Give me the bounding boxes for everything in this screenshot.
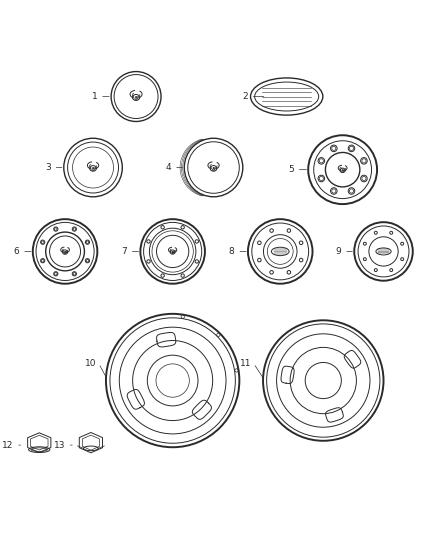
Text: 3: 3 bbox=[45, 163, 51, 172]
Text: 4: 4 bbox=[166, 163, 171, 172]
Text: 1: 1 bbox=[92, 92, 97, 101]
Text: 6: 6 bbox=[14, 247, 19, 256]
Text: 11: 11 bbox=[240, 359, 251, 368]
Text: 12: 12 bbox=[2, 441, 14, 450]
Text: 8: 8 bbox=[229, 247, 235, 256]
Text: 13: 13 bbox=[53, 441, 65, 450]
Text: 2: 2 bbox=[242, 92, 248, 101]
Text: 10: 10 bbox=[85, 359, 96, 368]
Text: 7: 7 bbox=[121, 247, 127, 256]
Text: 5: 5 bbox=[288, 165, 294, 174]
Text: 9: 9 bbox=[336, 247, 341, 256]
